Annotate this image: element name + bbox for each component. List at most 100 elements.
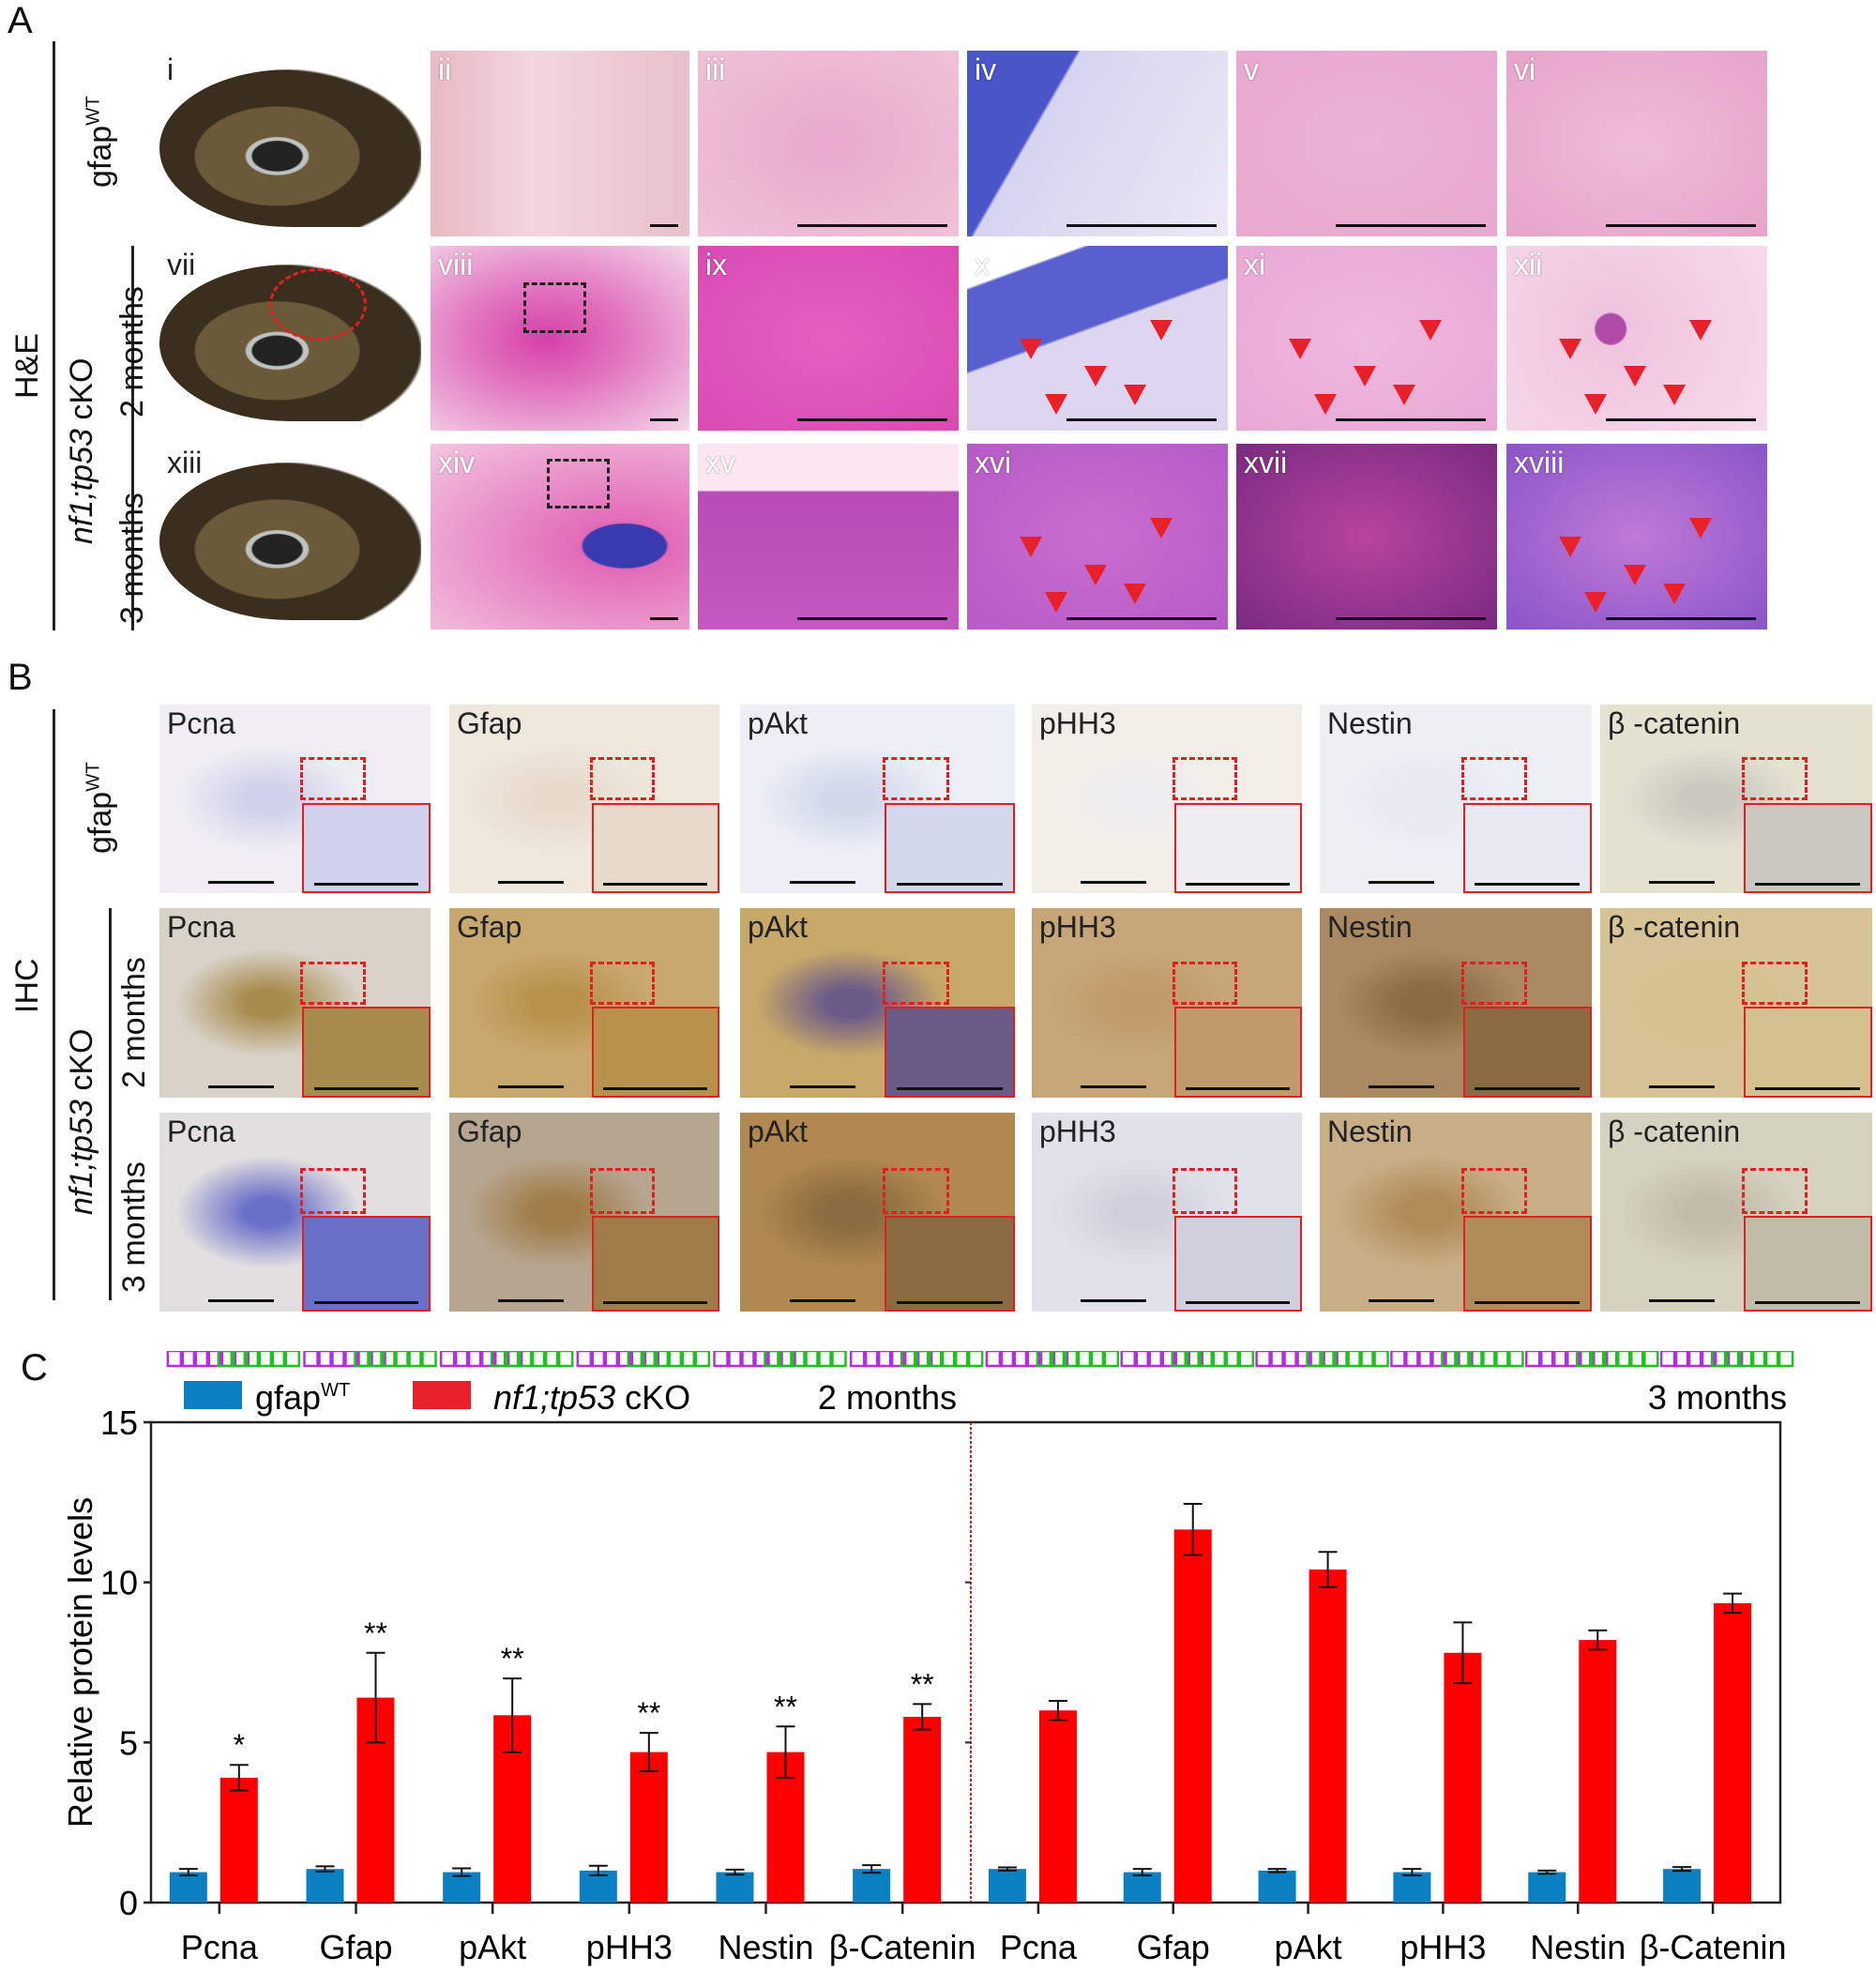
stain-label: Gfap [457, 706, 522, 740]
stain-label: Nestin [1327, 1115, 1413, 1148]
ihc-image-pakt: pAkt [740, 705, 1015, 893]
scale-bar [1336, 418, 1486, 421]
x-tick-label: β-Catenin [1640, 1928, 1787, 1966]
image-label: viii [438, 248, 474, 281]
he-image-xvi: xvi [967, 444, 1228, 630]
scale-bar [208, 881, 275, 884]
scale-bar [1067, 418, 1217, 421]
data-point [367, 1351, 385, 1368]
red-arrowhead-icon [1624, 564, 1647, 585]
stain-label: Nestin [1327, 706, 1413, 740]
inset-scale-bar [1475, 1301, 1581, 1304]
data-point [1589, 1351, 1607, 1368]
data-point [393, 1351, 411, 1368]
inset-scale-bar [603, 883, 708, 886]
red-arrowhead-icon [1123, 384, 1146, 405]
image-label: vii [167, 248, 196, 281]
x-tick-label: pHH3 [1399, 1928, 1486, 1966]
zoom-region-box [300, 961, 366, 1005]
zoom-region-box [300, 757, 366, 801]
tumor-region-circle [269, 267, 367, 341]
data-point [230, 1351, 249, 1368]
data-point [1120, 1351, 1138, 1368]
stain-label: Pcna [167, 706, 235, 740]
red-arrowhead-icon [1045, 393, 1068, 415]
data-point [1146, 1351, 1164, 1368]
data-point [900, 1351, 918, 1368]
data-point [478, 1351, 497, 1368]
inset-scale-bar [313, 1087, 419, 1090]
ihc-image-pakt: pAkt [740, 908, 1015, 1098]
data-point [939, 1351, 958, 1368]
magnified-inset [591, 802, 719, 893]
data-point [739, 1351, 757, 1368]
data-point [816, 1351, 834, 1368]
red-arrowhead-icon [1584, 393, 1608, 415]
scale-bar [1080, 881, 1146, 884]
data-point [1506, 1351, 1524, 1368]
he-image-iv: iv [967, 51, 1228, 236]
inset-scale-bar [1186, 1301, 1291, 1304]
data-point [1332, 1351, 1350, 1368]
x-tick-label: Pcna [181, 1928, 259, 1966]
scale-bar [1649, 1085, 1716, 1088]
data-point [576, 1351, 595, 1368]
data-point [1538, 1351, 1556, 1368]
legend-swatch-wt [184, 1381, 242, 1409]
panel-b-ko-label: nf1;tp53 cKO [64, 1028, 99, 1215]
ihc-image-pcna: Pcna [159, 1113, 431, 1312]
data-point [1062, 1351, 1081, 1368]
stain-label: β -catenin [1608, 706, 1741, 740]
inset-scale-bar [313, 883, 419, 886]
data-point [1430, 1351, 1447, 1368]
inset-scale-bar [1186, 883, 1291, 886]
scale-bar [208, 1299, 275, 1302]
data-point [1101, 1351, 1120, 1368]
image-label: iv [975, 53, 997, 86]
data-point [503, 1351, 522, 1368]
magnified-inset [1743, 1216, 1872, 1312]
data-point [666, 1351, 685, 1368]
data-point [419, 1351, 437, 1368]
bar-wt [716, 1872, 754, 1903]
panel-a-age-2: 2 months [114, 286, 150, 417]
data-point [1088, 1351, 1107, 1368]
data-point [726, 1351, 744, 1368]
magnified-inset [591, 1216, 719, 1312]
significance-marker: * [234, 1728, 245, 1762]
stain-label: Pcna [167, 910, 235, 944]
data-point [439, 1351, 458, 1368]
x-tick-label: Nestin [1530, 1928, 1626, 1966]
significance-marker: ** [637, 1696, 660, 1730]
panel-b-age-3: 3 months [116, 1161, 152, 1293]
x-tick-label: Gfap [319, 1928, 392, 1966]
ihc-image-gfap: Gfap [449, 908, 719, 1098]
data-point [555, 1351, 574, 1368]
significance-marker: ** [911, 1667, 934, 1701]
bar-wt [1123, 1872, 1161, 1903]
zoom-region-box [1172, 961, 1238, 1005]
data-point [764, 1351, 781, 1368]
scale-bar [1649, 1299, 1716, 1302]
data-point [1358, 1351, 1376, 1368]
data-point [380, 1351, 398, 1368]
red-arrowhead-icon [1084, 564, 1108, 585]
zoom-region-box [1172, 1168, 1238, 1214]
data-point [217, 1351, 235, 1368]
he-image-xiii: xiii [159, 444, 421, 630]
panel-a-bracket [53, 41, 55, 630]
data-point [1371, 1351, 1389, 1368]
he-image-xviii: xviii [1506, 444, 1767, 630]
data-point [1210, 1351, 1228, 1368]
scale-bar [497, 881, 564, 884]
red-arrowhead-icon [1019, 537, 1042, 557]
panel-a-ko-bracket [131, 246, 134, 630]
scale-bar [1336, 224, 1486, 227]
stain-label: pAkt [748, 910, 809, 944]
zoom-region-box [1741, 757, 1808, 801]
magnified-inset [1173, 802, 1302, 893]
zoom-region-box [589, 757, 656, 801]
red-arrowhead-icon [1584, 592, 1608, 614]
red-arrowhead-icon [1392, 384, 1415, 405]
data-point [465, 1351, 484, 1368]
